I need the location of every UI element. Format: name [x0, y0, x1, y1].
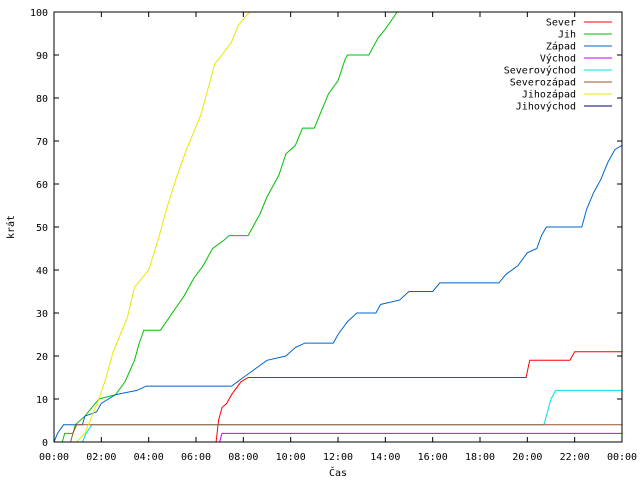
x-tick-label: 00:00 [607, 452, 637, 463]
y-tick-label: 0 [42, 438, 48, 449]
x-tick-label: 08:00 [228, 452, 258, 463]
legend-label: Západ [546, 41, 576, 53]
x-tick-label: 20:00 [512, 452, 542, 463]
y-tick-label: 50 [36, 223, 48, 234]
legend-label: Jihozápad [522, 89, 576, 101]
x-axis-label: Čas [329, 466, 347, 479]
x-tick-label: 18:00 [465, 452, 495, 463]
plot-lines [53, 11, 623, 443]
series-line-2 [53, 144, 623, 443]
legend-label: Východ [540, 53, 576, 65]
series-line-4 [81, 389, 622, 443]
y-tick-label: 100 [30, 8, 48, 19]
x-tick-label: 12:00 [323, 452, 353, 463]
y-tick-label: 30 [36, 309, 48, 320]
x-tick-label: 16:00 [418, 452, 448, 463]
x-tick-label: 00:00 [39, 452, 69, 463]
y-tick-label: 60 [36, 180, 48, 191]
x-tick-label: 02:00 [86, 452, 116, 463]
series-line-0 [215, 351, 622, 443]
y-tick-label: 20 [36, 352, 48, 363]
legend: SeverJihZápadVýchodSeverovýchodSeverozáp… [504, 18, 612, 113]
ticks: 0 10 20 30 40 50 60 70 80 90 100 00:00 02:00 04:00 06:… [30, 8, 637, 463]
x-tick-label: 22:00 [560, 452, 590, 463]
x-tick-label: 10:00 [276, 452, 306, 463]
y-tick-label: 70 [36, 137, 48, 148]
legend-label: Jih [558, 30, 576, 41]
x-tick-label: 04:00 [134, 452, 164, 463]
legend-label: Sever [546, 18, 576, 29]
y-axis-label: krát [5, 215, 17, 239]
series-line-5 [70, 424, 622, 443]
y-tick-label: 90 [36, 51, 48, 62]
series-line-6 [76, 11, 251, 443]
y-tick-label: 40 [36, 266, 48, 277]
y-tick-label: 80 [36, 94, 48, 105]
x-tick-label: 14:00 [370, 452, 400, 463]
legend-label: Severozápad [510, 77, 576, 89]
legend-label: Jihovýchod [516, 101, 576, 113]
legend-label: Severovýchod [504, 65, 576, 77]
series-line-3 [219, 432, 622, 443]
x-tick-label: 06:00 [181, 452, 211, 463]
y-tick-label: 10 [36, 395, 48, 406]
